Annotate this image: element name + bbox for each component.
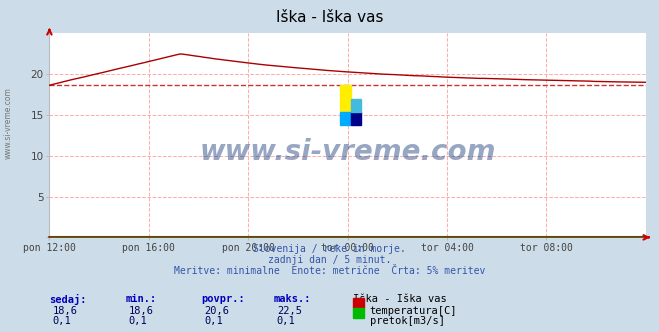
Text: sedaj:: sedaj: bbox=[49, 294, 87, 305]
Text: povpr.:: povpr.: bbox=[201, 294, 244, 304]
Text: temperatura[C]: temperatura[C] bbox=[370, 306, 457, 316]
Bar bbox=[340, 85, 351, 112]
Text: 20,6: 20,6 bbox=[204, 306, 229, 316]
Text: Iška - Iška vas: Iška - Iška vas bbox=[275, 10, 384, 25]
Text: 0,1: 0,1 bbox=[53, 316, 71, 326]
Bar bbox=[351, 99, 361, 112]
Bar bbox=[340, 112, 351, 125]
Text: Iška - Iška vas: Iška - Iška vas bbox=[353, 294, 446, 304]
Text: min.:: min.: bbox=[125, 294, 156, 304]
Text: Slovenija / reke in morje.: Slovenija / reke in morje. bbox=[253, 244, 406, 254]
Text: 18,6: 18,6 bbox=[129, 306, 154, 316]
Text: maks.:: maks.: bbox=[273, 294, 311, 304]
Text: Meritve: minimalne  Enote: metrične  Črta: 5% meritev: Meritve: minimalne Enote: metrične Črta:… bbox=[174, 266, 485, 276]
Text: www.si-vreme.com: www.si-vreme.com bbox=[4, 87, 13, 159]
Text: zadnji dan / 5 minut.: zadnji dan / 5 minut. bbox=[268, 255, 391, 265]
Bar bbox=[351, 112, 361, 125]
Text: 18,6: 18,6 bbox=[53, 306, 78, 316]
Text: pretok[m3/s]: pretok[m3/s] bbox=[370, 316, 445, 326]
Text: 0,1: 0,1 bbox=[129, 316, 147, 326]
Text: 0,1: 0,1 bbox=[204, 316, 223, 326]
Text: www.si-vreme.com: www.si-vreme.com bbox=[200, 138, 496, 166]
Text: 0,1: 0,1 bbox=[277, 316, 295, 326]
Text: 22,5: 22,5 bbox=[277, 306, 302, 316]
